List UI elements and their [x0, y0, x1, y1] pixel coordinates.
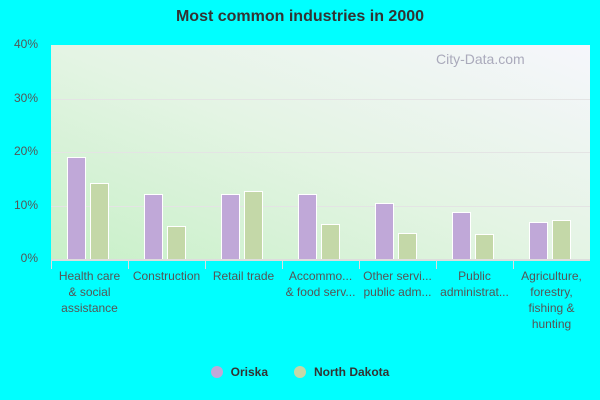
chart-title: Most common industries in 2000 — [175, 8, 425, 25]
x-tick — [513, 259, 514, 269]
bar-oriska[interactable] — [529, 221, 548, 259]
x-tick-label: Agriculture, forestry, fishing & hunting — [521, 269, 582, 331]
bar-north-dakota[interactable] — [321, 223, 340, 259]
gridline — [51, 98, 590, 100]
bar-north-dakota[interactable] — [167, 225, 186, 259]
bar-north-dakota[interactable] — [90, 182, 109, 259]
bar-north-dakota[interactable] — [475, 233, 494, 259]
legend-marker-icon — [294, 366, 306, 378]
bar-north-dakota[interactable] — [244, 190, 263, 259]
x-tick-label: Health care & social assistance — [58, 269, 121, 315]
legend-item[interactable]: Oriska — [210, 365, 268, 379]
bar-north-dakota[interactable] — [552, 220, 571, 259]
x-tick — [436, 259, 437, 269]
y-tick-label: 30% — [13, 90, 38, 105]
bar-oriska[interactable] — [375, 203, 394, 259]
legend: Oriska North Dakota — [0, 365, 600, 379]
legend-item[interactable]: North Dakota — [294, 365, 389, 379]
bar-oriska[interactable] — [221, 194, 240, 259]
x-tick — [51, 259, 52, 269]
y-tick-label: 10% — [13, 197, 38, 212]
x-tick — [205, 259, 206, 269]
legend-label: Oriska — [230, 365, 268, 379]
x-tick-label: Other servi... public adm... — [363, 269, 432, 299]
gridline — [51, 205, 590, 207]
bar-oriska[interactable] — [452, 212, 471, 259]
plot-area: City-Data.com — [51, 45, 590, 259]
bar-oriska[interactable] — [298, 194, 317, 259]
x-tick — [359, 259, 360, 269]
bar-north-dakota[interactable] — [398, 232, 417, 259]
gridline — [51, 152, 590, 153]
x-tick-label: Public administrat... — [440, 269, 509, 299]
watermark: City-Data.com — [436, 51, 525, 67]
x-tick — [128, 259, 129, 269]
legend-marker-icon — [210, 366, 223, 378]
x-tick-label: Accommo... & food serv... — [285, 269, 356, 299]
x-tick-label: Construction — [132, 269, 201, 283]
x-axis-line — [51, 259, 590, 261]
bar-oriska[interactable] — [67, 157, 86, 259]
y-tick-label: 20% — [13, 144, 38, 158]
x-tick — [282, 259, 283, 269]
y-tick-label: 0% — [20, 251, 38, 265]
bar-oriska[interactable] — [144, 194, 163, 259]
x-tick-label: Retail trade — [212, 269, 275, 283]
legend-label: North Dakota — [314, 365, 390, 379]
y-tick-label: 40% — [13, 37, 38, 51]
